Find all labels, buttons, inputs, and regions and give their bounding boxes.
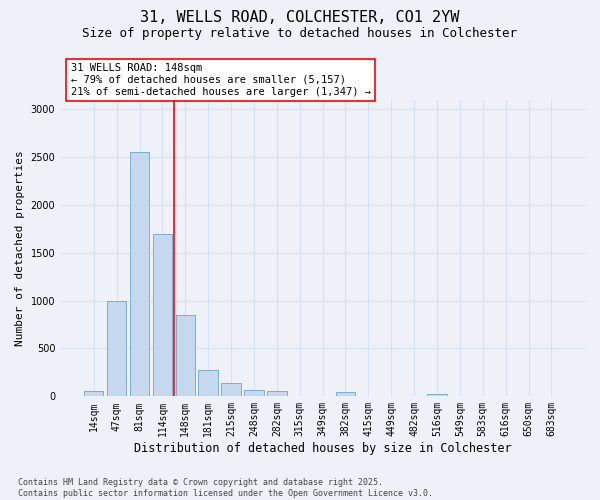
X-axis label: Distribution of detached houses by size in Colchester: Distribution of detached houses by size … xyxy=(134,442,511,455)
Bar xyxy=(267,390,287,396)
Bar xyxy=(107,300,127,396)
Bar xyxy=(130,152,149,396)
Bar xyxy=(336,392,355,396)
Bar xyxy=(221,383,241,396)
Text: 31 WELLS ROAD: 148sqm
← 79% of detached houses are smaller (5,157)
21% of semi-d: 31 WELLS ROAD: 148sqm ← 79% of detached … xyxy=(71,64,371,96)
Bar xyxy=(244,390,263,396)
Y-axis label: Number of detached properties: Number of detached properties xyxy=(15,150,25,346)
Text: 31, WELLS ROAD, COLCHESTER, CO1 2YW: 31, WELLS ROAD, COLCHESTER, CO1 2YW xyxy=(140,10,460,25)
Text: Size of property relative to detached houses in Colchester: Size of property relative to detached ho… xyxy=(83,28,517,40)
Bar xyxy=(427,394,447,396)
Bar xyxy=(176,315,195,396)
Bar xyxy=(199,370,218,396)
Bar xyxy=(152,234,172,396)
Bar xyxy=(84,391,103,396)
Text: Contains HM Land Registry data © Crown copyright and database right 2025.
Contai: Contains HM Land Registry data © Crown c… xyxy=(18,478,433,498)
